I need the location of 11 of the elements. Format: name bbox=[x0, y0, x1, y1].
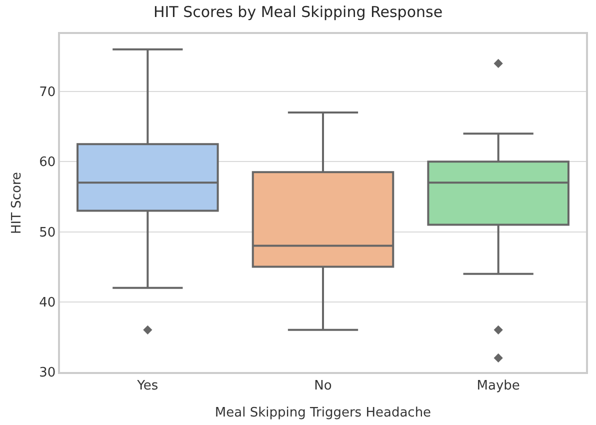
y-tick-label: 40 bbox=[39, 295, 56, 310]
x-tick-label: Yes bbox=[136, 378, 158, 394]
x-axis-title: Meal Skipping Triggers Headache bbox=[214, 405, 432, 420]
x-tick-label: No bbox=[314, 378, 332, 394]
y-tick-label: 30 bbox=[39, 366, 56, 381]
y-axis-title: HIT Score bbox=[10, 172, 25, 234]
y-tick-label: 50 bbox=[39, 225, 56, 240]
x-tick-label: Maybe bbox=[476, 378, 520, 394]
y-tick-label: 60 bbox=[39, 155, 56, 170]
y-tick-label: 70 bbox=[39, 85, 56, 100]
chart-title: HIT Scores by Meal Skipping Response bbox=[153, 2, 443, 21]
